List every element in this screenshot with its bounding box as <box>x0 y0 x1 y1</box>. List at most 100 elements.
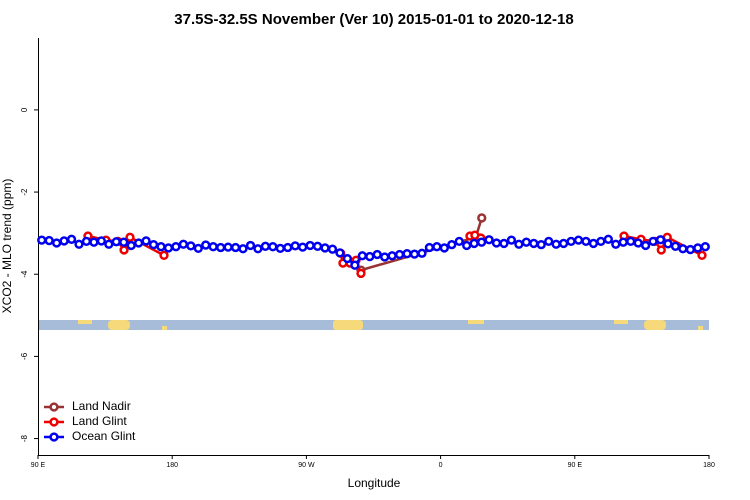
data-point <box>424 242 435 253</box>
y-tick-label: -8 <box>20 434 29 442</box>
data-point <box>260 241 271 251</box>
data-point <box>387 251 397 261</box>
data-point <box>618 237 628 247</box>
data-point <box>372 249 382 260</box>
x-axis-label: Longitude <box>348 476 401 490</box>
data-point <box>476 237 487 247</box>
data-point <box>290 241 300 251</box>
data-point <box>119 245 129 255</box>
data-point <box>275 243 285 253</box>
data-point <box>125 232 135 242</box>
data-point <box>409 249 420 259</box>
data-point <box>327 244 338 254</box>
y-tick-label: 0 <box>20 107 29 112</box>
data-point <box>186 241 196 251</box>
data-point <box>230 242 241 253</box>
data-point <box>380 252 390 262</box>
data-point <box>484 235 494 245</box>
data-point <box>697 250 707 260</box>
data-point <box>432 242 442 252</box>
data-point <box>693 243 703 253</box>
data-point <box>573 235 584 245</box>
data-point <box>417 248 427 258</box>
data-point <box>342 253 353 264</box>
x-tick-label: 180 <box>703 462 715 469</box>
data-point <box>305 240 315 251</box>
y-tick-label: -6 <box>20 352 29 360</box>
y-tick-label: -2 <box>20 188 29 196</box>
data-point <box>356 268 366 279</box>
data-point <box>611 239 621 249</box>
data-point <box>394 249 405 260</box>
legend-marker <box>49 402 59 412</box>
data-point <box>462 240 472 251</box>
data-point <box>37 235 47 245</box>
data-point <box>402 249 412 259</box>
data-point <box>163 243 174 253</box>
data-point <box>365 251 375 262</box>
data-point <box>506 235 517 245</box>
data-point <box>104 239 114 249</box>
legend-label: Land Nadir <box>72 399 131 413</box>
data-point <box>558 238 569 249</box>
data-point <box>514 239 524 249</box>
data-point <box>469 238 479 249</box>
data-point <box>51 238 62 248</box>
y-axis-label: XCO2 - MLO trend (ppm) <box>0 179 14 314</box>
data-point <box>521 237 531 247</box>
data-point <box>596 236 606 247</box>
data-point <box>171 242 181 252</box>
chart-title: 37.5S-32.5S November (Ver 10) 2015-01-01… <box>174 11 573 28</box>
data-point <box>663 239 673 249</box>
data-point <box>536 240 546 250</box>
map-strip <box>39 320 709 330</box>
data-point <box>298 242 308 252</box>
x-tick-label: 90 W <box>298 462 315 469</box>
data-point <box>477 213 487 223</box>
data-point <box>603 234 613 244</box>
data-point <box>499 238 509 249</box>
data-point <box>44 235 54 246</box>
data-point <box>208 242 218 252</box>
data-point <box>141 236 151 246</box>
data-point <box>685 244 696 255</box>
data-point <box>357 251 367 261</box>
data-point <box>670 241 681 251</box>
data-point <box>447 240 457 250</box>
legend-label: Land Glint <box>72 414 127 428</box>
x-tick-label: 0 <box>439 462 443 469</box>
data-point <box>566 236 576 247</box>
legend-marker <box>49 432 59 442</box>
data-point <box>89 237 99 247</box>
data-point <box>439 243 449 253</box>
data-point <box>59 236 69 246</box>
data-point <box>350 260 360 270</box>
data-point <box>700 242 710 252</box>
data-point <box>529 238 539 249</box>
data-point <box>178 239 189 249</box>
data-point <box>648 236 658 247</box>
data-point <box>454 236 464 247</box>
data-point <box>640 240 651 251</box>
data-point <box>268 242 278 252</box>
data-point <box>111 237 121 247</box>
y-tick-label: -4 <box>20 270 29 278</box>
data-point <box>216 242 226 253</box>
data-point <box>126 240 136 251</box>
data-point <box>544 236 554 247</box>
data-point <box>159 250 169 260</box>
data-point <box>134 238 144 248</box>
data-point <box>678 244 688 254</box>
data-point <box>119 237 129 247</box>
data-point <box>626 236 636 247</box>
data-point <box>581 236 591 247</box>
data-point <box>335 248 345 258</box>
data-point <box>283 242 293 253</box>
data-point <box>74 239 84 249</box>
data-point <box>320 243 330 253</box>
data-point <box>223 242 233 252</box>
data-point <box>656 245 666 255</box>
x-tick-label: 180 <box>166 462 178 469</box>
data-point <box>245 240 256 251</box>
data-point <box>81 236 92 247</box>
